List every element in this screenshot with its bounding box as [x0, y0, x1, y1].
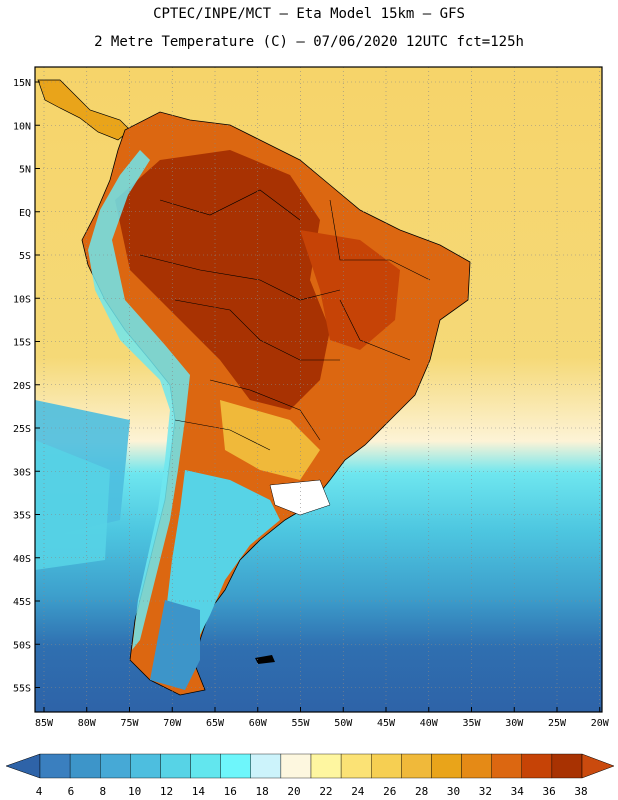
colorbar-label: 28: [415, 785, 428, 798]
lat-label: 30S: [13, 467, 31, 478]
lat-label: 40S: [13, 554, 31, 565]
lon-label: 35W: [462, 718, 481, 729]
colorbar-label: 26: [383, 785, 396, 798]
lat-label: EQ: [19, 208, 31, 219]
falkland-islands: [255, 655, 275, 664]
lat-label: 20S: [13, 381, 31, 392]
colorbar-swatch: [69, 753, 101, 779]
lon-label: 50W: [334, 718, 353, 729]
lat-label: 10N: [13, 121, 31, 132]
lat-label: 5N: [19, 165, 31, 176]
lat-label: 5S: [19, 251, 31, 262]
andes-cool-strip: [88, 150, 190, 650]
colorbar: 4 6 8 10 12 14 16 18 20 22 24 26 28 30 32 34 36 38: [5, 753, 615, 798]
colorbar-label: 16: [224, 785, 237, 798]
colorbar-label: 22: [319, 785, 332, 798]
lon-label: 75W: [120, 718, 139, 729]
lat-label: 10S: [13, 294, 31, 305]
colorbar-label: 12: [160, 785, 173, 798]
colorbar-label: 14: [192, 785, 206, 798]
lon-label: 20W: [591, 718, 610, 729]
colorbar-swatch: [521, 753, 553, 779]
lat-label: 35S: [13, 511, 31, 522]
colorbar-label: 32: [479, 785, 492, 798]
colorbar-label: 4: [36, 785, 43, 798]
lon-label: 30W: [505, 718, 524, 729]
colorbar-swatch: [100, 753, 131, 779]
lon-label: 40W: [420, 718, 439, 729]
gridlines: [35, 67, 602, 712]
colorbar-swatch: [160, 753, 191, 779]
lon-label: 45W: [377, 718, 396, 729]
colorbar-high-arrow: [581, 753, 615, 779]
rio-de-la-plata-region: [269, 479, 331, 516]
colorbar-label: 38: [574, 785, 587, 798]
longitude-labels: 85W 80W 75W 70W 65W 60W 55W 50W 45W 40W 35W 30W 25W 2…: [35, 707, 610, 729]
colorbar-swatch: [491, 753, 522, 779]
colorbar-label: 36: [542, 785, 555, 798]
colorbar-swatch: [431, 753, 462, 779]
colorbar-swatch: [340, 753, 372, 779]
colorbar-swatch: [280, 753, 312, 779]
lat-label: 50S: [13, 640, 31, 651]
colorbar-label: 20: [287, 785, 300, 798]
amazon-hot-core: [115, 150, 330, 410]
colorbar-label: 30: [447, 785, 460, 798]
colorbar-swatch: [551, 753, 583, 779]
lon-label: 85W: [35, 718, 54, 729]
pacific-cool-band-2: [35, 440, 110, 570]
colorbar-label: 18: [256, 785, 269, 798]
colorbar-swatch: [220, 753, 251, 779]
country-borders: [139, 189, 431, 451]
lon-label: 70W: [163, 718, 182, 729]
colorbar-label: 24: [351, 785, 365, 798]
plot-frame: [34, 66, 603, 713]
pampas-warm: [220, 400, 320, 480]
colorbar-swatch: [461, 753, 492, 779]
lon-label: 80W: [78, 718, 97, 729]
map-title-line2: 2 Metre Temperature (C) – 07/06/2020 12U…: [94, 34, 524, 50]
colorbar-swatch: [250, 753, 282, 779]
colorbar-swatch: [371, 753, 402, 779]
lat-label: 15S: [13, 338, 31, 349]
colorbar-label: 8: [99, 785, 106, 798]
lon-label: 60W: [249, 718, 268, 729]
colorbar-swatch: [310, 753, 342, 779]
colorbar-label: 6: [68, 785, 75, 798]
colorbar-label: 34: [511, 785, 525, 798]
lon-label: 65W: [206, 718, 225, 729]
colorbar-low-arrow: [5, 753, 41, 779]
lat-label: 15N: [13, 78, 31, 89]
tierra-del-fuego-cold: [150, 600, 200, 690]
map-plot-area: [35, 67, 602, 712]
lat-label: 25S: [13, 424, 31, 435]
lon-label: 55W: [291, 718, 310, 729]
colorbar-label: 10: [128, 785, 141, 798]
lat-label: 55S: [13, 684, 31, 695]
colorbar-swatch: [39, 753, 71, 779]
latitude-labels: 15N 10N 5N EQ 5S 10S 15S 20S 25S 30S 35S 40S 45S 50S 5…: [13, 78, 40, 695]
lon-label: 25W: [548, 718, 567, 729]
colorbar-swatch: [401, 753, 432, 779]
colorbar-swatch: [130, 753, 161, 779]
lat-label: 45S: [13, 597, 31, 608]
colorbar-swatch: [190, 753, 221, 779]
map-title-line1: CPTEC/INPE/MCT – Eta Model 15km – GFS: [153, 6, 465, 22]
